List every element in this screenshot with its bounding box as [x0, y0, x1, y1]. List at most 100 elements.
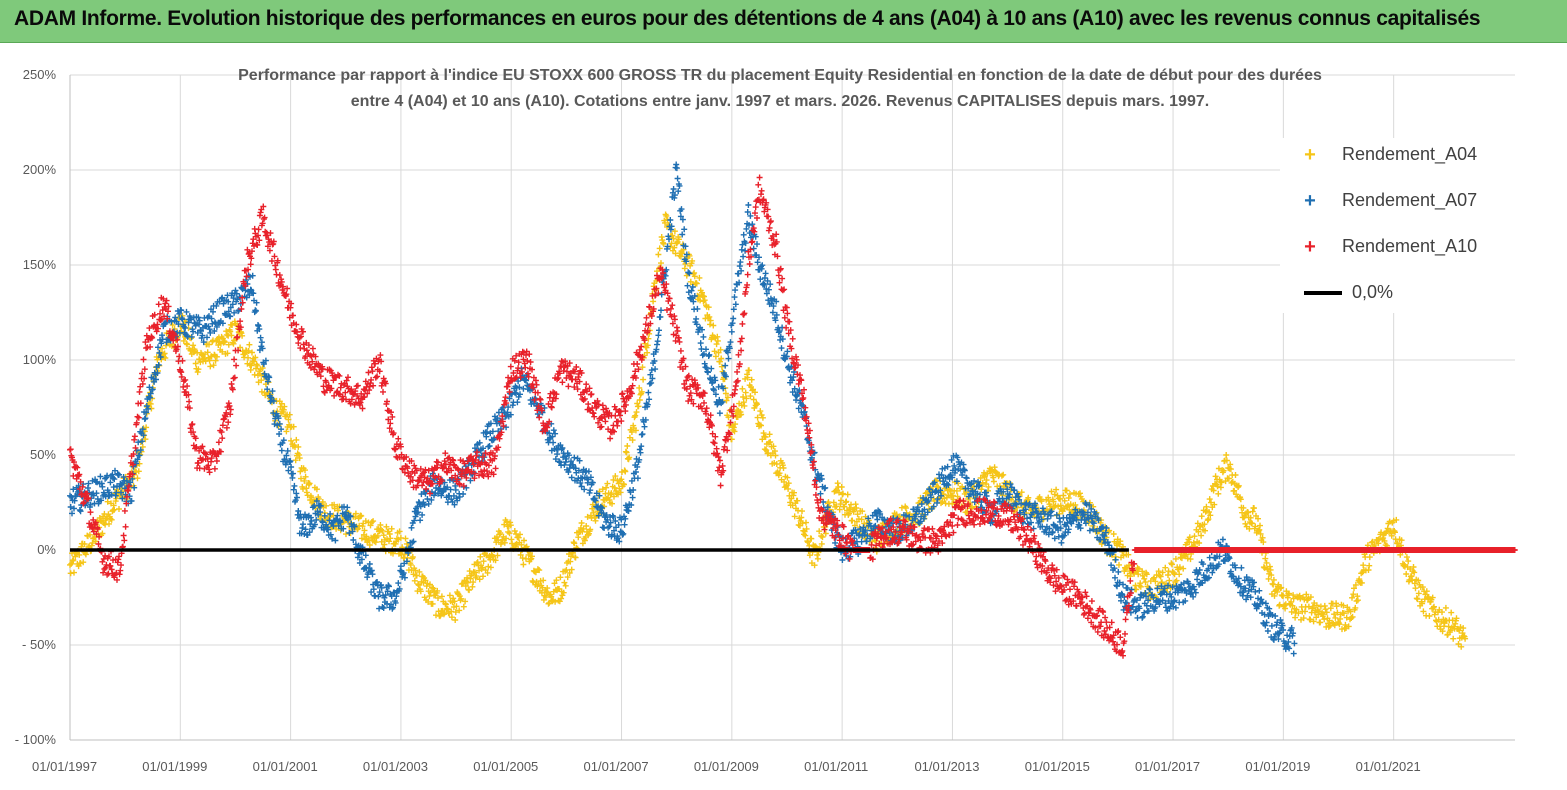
data-point — [675, 236, 682, 243]
data-point — [502, 394, 509, 401]
data-point — [803, 519, 809, 526]
data-point — [1063, 487, 1070, 494]
data-point — [550, 427, 557, 434]
data-point — [629, 437, 636, 444]
data-point — [638, 388, 645, 395]
data-point — [286, 411, 293, 418]
data-point — [799, 508, 805, 515]
data-point — [616, 485, 623, 492]
data-point — [409, 554, 416, 560]
data-point — [206, 341, 212, 348]
data-point — [228, 332, 235, 339]
data-point — [1156, 572, 1163, 579]
data-point — [580, 397, 587, 403]
data-point — [759, 414, 766, 421]
data-point — [766, 431, 773, 438]
data-point — [76, 551, 83, 558]
data-point — [846, 510, 852, 517]
data-point — [830, 499, 837, 506]
data-point — [1209, 569, 1216, 576]
data-point — [588, 515, 595, 521]
data-point — [844, 491, 851, 498]
data-point — [354, 382, 361, 389]
data-point — [231, 356, 238, 363]
data-point — [798, 514, 805, 521]
data-point — [578, 520, 585, 526]
data-point — [849, 517, 856, 524]
data-point — [703, 405, 710, 412]
data-point — [802, 532, 809, 539]
data-point — [808, 535, 815, 542]
data-point — [1349, 594, 1355, 601]
data-point — [497, 530, 504, 536]
data-point — [219, 435, 226, 442]
data-point — [255, 226, 262, 233]
data-point — [762, 434, 769, 440]
data-point — [206, 357, 213, 364]
data-point — [639, 431, 646, 438]
data-point — [1450, 635, 1457, 642]
data-point — [740, 231, 747, 238]
data-point — [646, 380, 653, 387]
data-point — [1065, 495, 1072, 501]
data-point — [1354, 597, 1361, 604]
data-point — [213, 458, 220, 464]
data-point — [592, 517, 599, 524]
data-point — [313, 486, 320, 493]
data-point — [1060, 492, 1067, 499]
data-point — [706, 351, 713, 358]
data-point — [134, 413, 141, 420]
data-point — [417, 517, 424, 524]
data-point — [252, 354, 259, 361]
data-point — [86, 531, 93, 538]
data-point — [344, 504, 351, 511]
data-point — [494, 552, 501, 559]
data-point — [714, 337, 721, 344]
data-point — [681, 226, 688, 233]
data-point — [487, 564, 494, 571]
data-point — [1142, 579, 1149, 586]
data-point — [773, 461, 780, 467]
data-point — [814, 555, 821, 562]
data-point — [466, 587, 473, 594]
data-point — [257, 334, 264, 341]
report-title: ADAM Informe. Evolution historique des p… — [14, 7, 1481, 30]
data-point — [841, 503, 848, 510]
data-point — [484, 569, 491, 576]
data-point — [1018, 489, 1025, 496]
data-point — [1155, 568, 1162, 575]
data-point — [1053, 486, 1060, 493]
data-point — [693, 315, 700, 322]
data-point — [754, 401, 760, 408]
data-point — [319, 499, 326, 505]
data-point — [293, 436, 300, 443]
data-point — [803, 525, 810, 532]
data-point — [568, 566, 575, 573]
data-point — [296, 455, 303, 462]
data-point — [227, 328, 234, 335]
data-point — [633, 409, 640, 416]
data-point — [302, 467, 308, 474]
data-point — [776, 470, 783, 477]
data-point — [568, 474, 575, 481]
data-point — [939, 499, 946, 505]
data-point — [352, 510, 359, 517]
data-point — [229, 322, 236, 328]
data-point — [186, 398, 193, 405]
data-point — [134, 475, 141, 482]
data-point — [411, 577, 418, 584]
data-point — [366, 542, 373, 548]
data-point — [839, 557, 846, 563]
data-point — [1403, 554, 1410, 561]
data-point — [302, 473, 309, 480]
data-point — [306, 480, 313, 487]
data-point — [131, 433, 138, 440]
data-point — [599, 486, 606, 493]
data-point — [213, 353, 220, 360]
data-point — [608, 490, 615, 497]
data-point — [71, 569, 77, 576]
data-point — [1000, 471, 1007, 478]
data-point — [67, 446, 74, 453]
data-point — [858, 516, 865, 523]
title-banner: ADAM Informe. Evolution historique des p… — [0, 0, 1567, 43]
